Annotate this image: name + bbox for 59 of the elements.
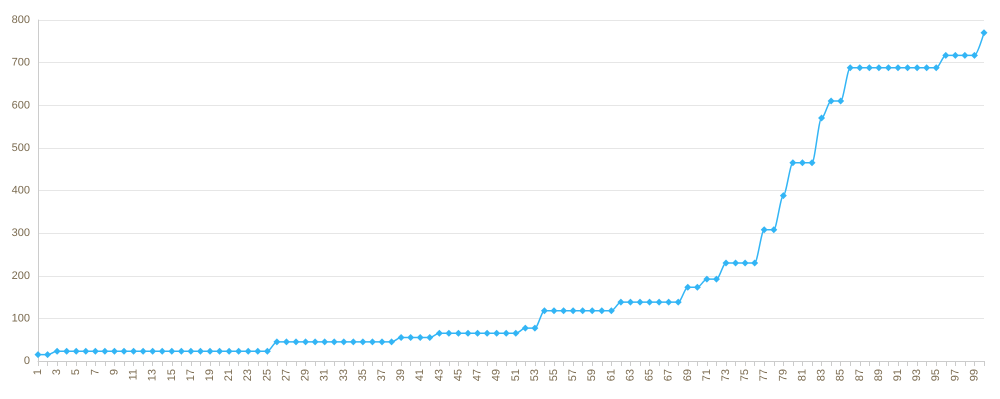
x-tick-label: 17 — [184, 369, 197, 382]
x-tick-label: 79 — [777, 369, 790, 382]
x-tick-label: 11 — [128, 369, 140, 380]
x-tick-label: 59 — [586, 369, 598, 382]
x-tick-label: 87 — [854, 369, 866, 382]
x-tick-label: 21 — [223, 369, 236, 382]
x-tick-label: 35 — [356, 369, 369, 382]
y-tick-label: 400 — [12, 184, 30, 196]
x-tick-label: 55 — [548, 369, 560, 382]
x-tick-label: 19 — [204, 369, 216, 382]
x-tick-label: 83 — [816, 369, 828, 382]
x-tick-label: 99 — [968, 369, 980, 382]
x-tick-label: 25 — [261, 369, 274, 382]
x-tick-label: 1 — [32, 369, 44, 376]
x-tick-label: 75 — [739, 369, 752, 382]
y-tick-label: 600 — [12, 99, 30, 112]
x-tick-label: 63 — [624, 369, 636, 382]
x-tick-label: 45 — [452, 369, 464, 382]
x-tick-label: 91 — [892, 369, 904, 382]
x-tick-label: 41 — [414, 369, 426, 382]
y-tick-label: 0 — [24, 355, 30, 367]
x-tick-label: 65 — [644, 369, 656, 382]
x-tick-label: 37 — [376, 369, 388, 382]
y-tick-label: 800 — [12, 14, 30, 26]
x-tick-label: 7 — [89, 369, 102, 376]
x-tick-label: 95 — [930, 369, 942, 382]
x-tick-label: 33 — [338, 369, 350, 382]
x-tick-label: 47 — [472, 369, 484, 382]
x-tick-label: 81 — [796, 369, 808, 382]
y-tick-label: 700 — [12, 56, 30, 69]
x-tick-label: 67 — [662, 369, 675, 382]
x-tick-label: 13 — [146, 369, 159, 382]
x-tick-label: 39 — [395, 369, 408, 382]
x-tick-label: 23 — [242, 369, 254, 382]
y-tick-label: 100 — [12, 312, 30, 324]
x-tick-label: 9 — [108, 369, 120, 376]
x-tick-label: 57 — [567, 369, 580, 382]
x-tick-label: 5 — [70, 369, 82, 376]
x-tick-label: 85 — [834, 369, 847, 382]
x-tick-label: 49 — [490, 369, 503, 382]
x-tick-label: 77 — [758, 369, 770, 382]
x-tick-label: 43 — [433, 369, 446, 382]
x-tick-label: 51 — [510, 369, 522, 382]
x-tick-label: 61 — [605, 369, 618, 382]
x-tick-label: 29 — [300, 369, 312, 382]
x-tick-label: 3 — [51, 369, 64, 376]
y-tick-label: 300 — [12, 227, 30, 240]
x-tick-label: 27 — [280, 369, 292, 382]
y-tick-label: 200 — [12, 270, 30, 282]
x-tick-label: 97 — [949, 369, 962, 382]
y-tick-label: 500 — [12, 142, 30, 154]
x-tick-label: 53 — [528, 369, 541, 382]
x-tick-label: 73 — [720, 369, 732, 382]
x-tick-label: 69 — [682, 369, 694, 382]
x-tick-label: 71 — [700, 369, 713, 382]
x-tick-label: 89 — [872, 369, 885, 382]
x-tick-label: 93 — [911, 369, 924, 382]
x-tick-label: 15 — [166, 369, 178, 382]
x-tick-label: 31 — [318, 369, 331, 382]
